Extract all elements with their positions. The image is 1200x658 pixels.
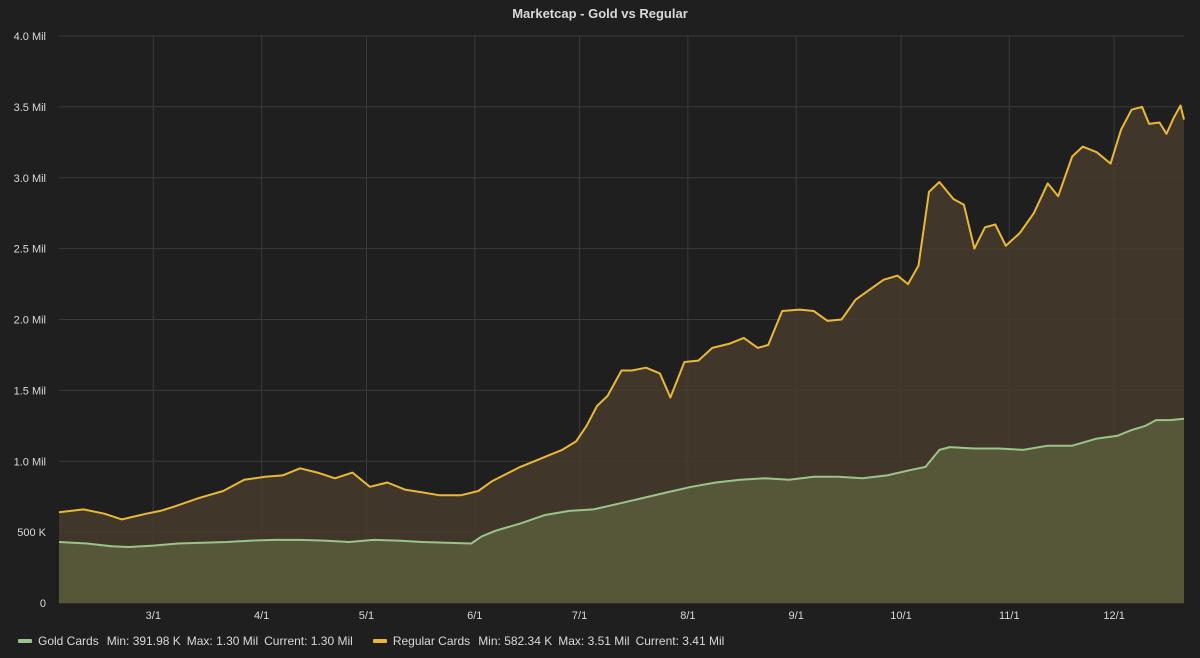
series-line-regular — [58, 104, 1185, 521]
y-tick-label: 1.5 Mil — [14, 385, 46, 397]
x-tick-label: 6/1 — [467, 610, 482, 622]
x-tick-label: 3/1 — [146, 610, 161, 622]
y-tick-label: 1.0 Mil — [14, 456, 46, 468]
y-tick-label: 3.0 Mil — [14, 173, 46, 185]
x-tick-label: 9/1 — [789, 610, 804, 622]
y-tick-label: 2.0 Mil — [14, 315, 46, 327]
x-tick-label: 4/1 — [254, 610, 269, 622]
panel-title[interactable]: Marketcap - Gold vs Regular — [512, 6, 688, 21]
x-tick-label: 8/1 — [680, 610, 695, 622]
series-line-gold — [58, 417, 1185, 548]
y-tick-label: 2.5 Mil — [14, 244, 46, 256]
legend-current: Current: 3.41 Mil — [635, 634, 725, 648]
legend-max: Max: 1.30 Mil — [186, 634, 259, 648]
legend-name[interactable]: Regular Cards — [392, 634, 471, 648]
legend-max: Max: 3.51 Mil — [558, 634, 630, 648]
legend-swatch-regular — [372, 639, 387, 643]
y-tick-label: 4.0 Mil — [14, 31, 46, 43]
series-area-gold — [59, 418, 1184, 603]
legend-name[interactable]: Gold Cards — [38, 634, 99, 648]
y-tick-label: 0 — [40, 598, 46, 610]
x-tick-label: 11/1 — [999, 610, 1020, 622]
x-tick-label: 5/1 — [359, 610, 374, 622]
x-tick-label: 7/1 — [572, 610, 587, 622]
y-tick-label: 3.5 Mil — [14, 102, 46, 114]
legend-swatch-gold — [18, 639, 32, 643]
x-tick-label: 12/1 — [1103, 610, 1124, 622]
legend-min: Min: 391.98 K — [106, 634, 181, 648]
y-tick-label: 500 K — [17, 527, 46, 539]
legend: Gold Cards Min: 391.98 K Max: 1.30 Mil C… — [18, 634, 730, 648]
legend-item-regular[interactable]: Regular Cards Min: 582.34 K Max: 3.51 Mi… — [372, 634, 730, 648]
legend-min: Min: 582.34 K — [478, 634, 553, 648]
legend-item-gold[interactable]: Gold Cards Min: 391.98 K Max: 1.30 Mil C… — [18, 634, 359, 648]
x-tick-label: 10/1 — [890, 610, 911, 622]
legend-current: Current: 1.30 Mil — [264, 634, 353, 648]
